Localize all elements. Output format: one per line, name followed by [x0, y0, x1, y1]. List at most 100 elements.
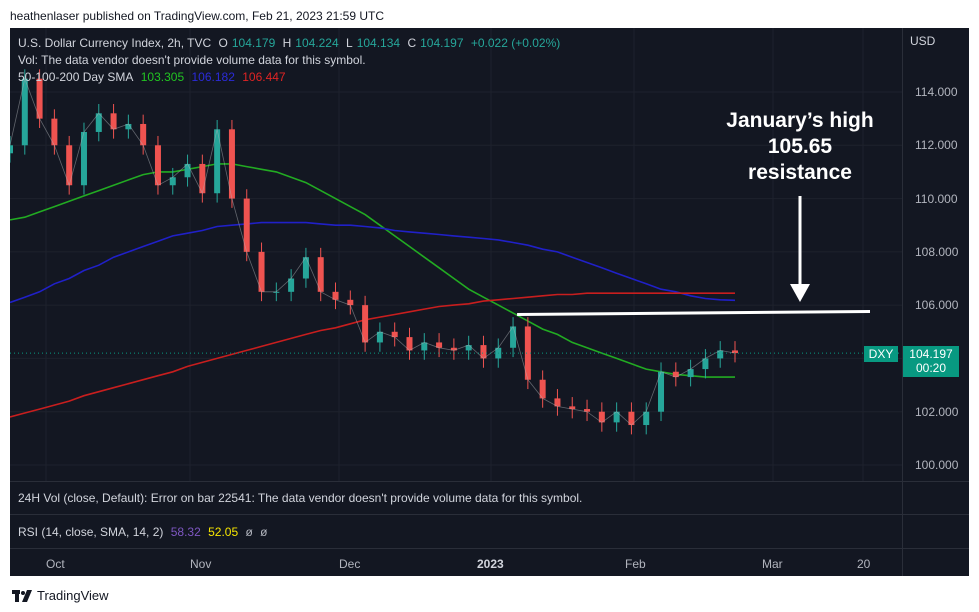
candle-body: [302, 257, 309, 279]
annotation-line-3: resistance: [748, 161, 852, 184]
candle-body: [258, 251, 265, 292]
candle-body: [421, 342, 428, 351]
candle-body: [524, 326, 531, 380]
rsi-label: RSI (14, close, SMA, 14, 2): [18, 525, 164, 539]
candle-body: [732, 350, 738, 354]
candle-body: [273, 291, 280, 293]
sma-label: 50-100-200 Day SMA: [18, 70, 134, 84]
time-tick: Oct: [46, 557, 65, 571]
rsi-extra-2: ø: [260, 525, 268, 539]
candle-body: [199, 163, 206, 194]
candle-body: [169, 177, 176, 186]
rsi-sma-value: 52.05: [208, 525, 239, 539]
price-axis-divider: [902, 28, 903, 576]
annotation-line-2: 105.65: [767, 135, 833, 158]
annotation-line-1: January’s high: [726, 109, 874, 132]
candle-body: [672, 371, 679, 378]
candle-body: [643, 411, 650, 426]
candle-body: [702, 358, 709, 370]
price-tick: 114.000: [915, 85, 958, 99]
resistance-annotation: January’s high 105.65 resistance: [700, 108, 900, 186]
last-price: 104.197: [909, 347, 953, 361]
price-path: [10, 77, 736, 426]
close-value: 104.197: [420, 36, 464, 50]
candle-body: [391, 331, 398, 338]
candle-body: [140, 123, 147, 146]
candle-body: [66, 145, 73, 186]
resistance-line: [517, 309, 871, 316]
candle-body: [436, 342, 443, 348]
brand-name: TradingView: [37, 588, 109, 603]
low-value: 104.134: [356, 36, 401, 50]
candle-body: [584, 409, 591, 412]
candle-body: [613, 411, 620, 423]
sma100-line: [10, 221, 736, 304]
pane-divider-rsi[interactable]: [10, 514, 969, 515]
symbol-legend[interactable]: U.S. Dollar Currency Index, 2h, TVC O 104…: [18, 36, 564, 50]
price-tick: 110.000: [915, 191, 958, 206]
candle-body: [628, 411, 635, 426]
candle-body: [554, 398, 561, 407]
candle-body: [450, 347, 457, 351]
candle-body: [687, 369, 694, 378]
candle-body: [288, 278, 295, 292]
open-label: O: [218, 36, 228, 50]
candle-body: [80, 131, 87, 186]
time-axis-divider: [10, 548, 969, 549]
candle-body: [154, 145, 161, 186]
price-tick: 102.000: [915, 404, 959, 419]
currency-label[interactable]: USD: [910, 34, 936, 48]
candle-body: [95, 113, 102, 132]
candle-body: [717, 350, 724, 359]
candle-body: [10, 145, 13, 154]
last-price-badge: 104.197 00:20: [903, 346, 959, 377]
time-tick: 2023: [477, 557, 504, 571]
time-tick: Dec: [339, 557, 361, 571]
pane-divider-volume[interactable]: [10, 481, 969, 482]
low-label: L: [346, 36, 353, 50]
candle-body: [376, 331, 383, 343]
candle-body: [347, 299, 354, 306]
publish-caption: heathenlaser published on TradingView.co…: [10, 9, 385, 23]
price-tick: 100.000: [915, 458, 959, 472]
price-tick: 108.000: [915, 244, 959, 259]
candle-body: [332, 291, 339, 300]
bar-countdown: 00:20: [915, 361, 947, 375]
candle-body: [36, 78, 43, 119]
high-label: H: [282, 36, 292, 50]
price-chart[interactable]: [10, 28, 969, 576]
candle-body: [317, 257, 324, 292]
sma-legend[interactable]: 50-100-200 Day SMA 103.305 106.182 106.4…: [18, 70, 290, 84]
open-value: 104.179: [231, 36, 276, 50]
candle-body: [465, 345, 472, 351]
candle-body: [658, 371, 665, 412]
time-tick: Feb: [625, 557, 646, 571]
sma50-line: [10, 163, 735, 378]
footer-brand[interactable]: TradingView: [12, 588, 109, 603]
rsi-extra-1: ø: [245, 525, 253, 539]
candle-body: [228, 129, 235, 199]
symbol-badge: DXY: [864, 346, 898, 362]
candle-body: [21, 78, 28, 146]
candle-body: [125, 123, 132, 130]
candle-body: [598, 411, 605, 423]
time-tick: Mar: [762, 557, 783, 571]
sma200-value: 106.447: [242, 70, 286, 84]
candle-body: [243, 198, 250, 252]
rsi-value: 58.32: [170, 525, 201, 539]
volume-legend[interactable]: Vol: The data vendor doesn't provide vol…: [18, 53, 366, 67]
candle-body: [184, 163, 191, 178]
candle-body: [539, 379, 546, 399]
sma100-value: 106.182: [191, 70, 235, 84]
candle-body: [510, 326, 517, 348]
time-tick: Nov: [190, 557, 212, 571]
symbol-title: U.S. Dollar Currency Index, 2h, TVC: [18, 36, 212, 50]
close-label: C: [407, 36, 417, 50]
candle-body: [406, 337, 413, 351]
change-value: +0.022 (+0.02%): [470, 36, 561, 50]
rsi-pane-legend[interactable]: RSI (14, close, SMA, 14, 2) 58.32 52.05 …: [18, 525, 272, 539]
time-tick: 20: [857, 557, 871, 571]
volume-pane-legend[interactable]: 24H Vol (close, Default): Error on bar 2…: [18, 491, 583, 505]
chart-frame[interactable]: U.S. Dollar Currency Index, 2h, TVC O 104…: [10, 28, 969, 576]
price-tick: 112.000: [915, 138, 958, 153]
